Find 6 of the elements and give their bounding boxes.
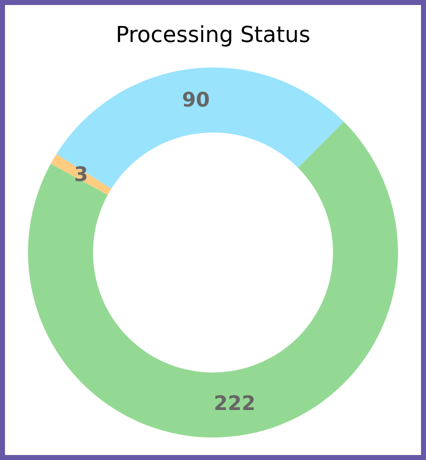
chart-title: Processing Status bbox=[116, 23, 310, 48]
donut-slice bbox=[28, 122, 398, 438]
donut-slice bbox=[50, 154, 112, 195]
data-label: 222 bbox=[214, 390, 256, 415]
data-label: 90 bbox=[182, 87, 210, 112]
donut-slice bbox=[56, 68, 344, 189]
